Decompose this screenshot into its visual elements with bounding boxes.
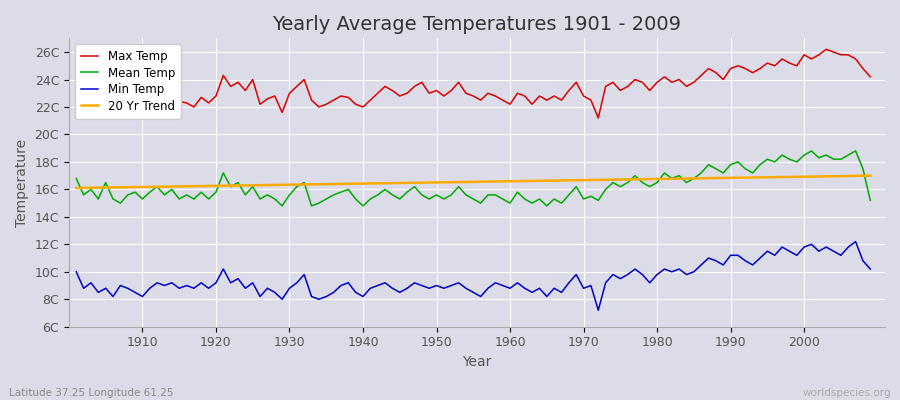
Min Temp xyxy=(130,290,140,295)
Max Temp xyxy=(130,102,140,107)
20 Yr Trend xyxy=(336,182,346,186)
X-axis label: Year: Year xyxy=(463,355,491,369)
Mean Temp xyxy=(512,190,523,194)
Mean Temp xyxy=(276,204,287,208)
Line: Max Temp: Max Temp xyxy=(76,49,870,118)
Min Temp xyxy=(865,267,876,272)
Min Temp xyxy=(292,280,302,285)
Text: Latitude 37.25 Longitude 61.25: Latitude 37.25 Longitude 61.25 xyxy=(9,388,174,398)
20 Yr Trend xyxy=(505,179,516,184)
20 Yr Trend xyxy=(865,173,876,178)
Line: Min Temp: Min Temp xyxy=(76,242,870,310)
Min Temp xyxy=(505,286,516,291)
Max Temp xyxy=(600,84,611,89)
Max Temp xyxy=(498,98,508,102)
Y-axis label: Temperature: Temperature xyxy=(15,138,29,226)
Legend: Max Temp, Mean Temp, Min Temp, 20 Yr Trend: Max Temp, Mean Temp, Min Temp, 20 Yr Tre… xyxy=(75,44,181,119)
Min Temp xyxy=(593,308,604,313)
20 Yr Trend xyxy=(593,178,604,182)
Mean Temp xyxy=(71,176,82,181)
Line: Mean Temp: Mean Temp xyxy=(76,151,870,206)
Max Temp xyxy=(292,84,302,89)
Min Temp xyxy=(336,283,346,288)
20 Yr Trend xyxy=(498,179,508,184)
Max Temp xyxy=(865,74,876,79)
20 Yr Trend xyxy=(71,186,82,190)
Min Temp xyxy=(850,239,861,244)
Mean Temp xyxy=(600,187,611,192)
Mean Temp xyxy=(865,198,876,203)
20 Yr Trend xyxy=(292,182,302,187)
Mean Temp xyxy=(505,201,516,206)
Mean Temp xyxy=(299,180,310,185)
Min Temp xyxy=(71,269,82,274)
Mean Temp xyxy=(130,190,140,194)
Mean Temp xyxy=(343,187,354,192)
Min Temp xyxy=(600,280,611,285)
Text: worldspecies.org: worldspecies.org xyxy=(803,388,891,398)
Mean Temp xyxy=(806,148,817,153)
Max Temp xyxy=(593,116,604,120)
Title: Yearly Average Temperatures 1901 - 2009: Yearly Average Temperatures 1901 - 2009 xyxy=(273,15,681,34)
20 Yr Trend xyxy=(130,185,140,190)
Min Temp xyxy=(498,283,508,288)
Max Temp xyxy=(71,77,82,82)
Max Temp xyxy=(821,47,832,52)
Max Temp xyxy=(336,94,346,98)
Max Temp xyxy=(505,102,516,107)
Line: 20 Yr Trend: 20 Yr Trend xyxy=(76,176,870,188)
